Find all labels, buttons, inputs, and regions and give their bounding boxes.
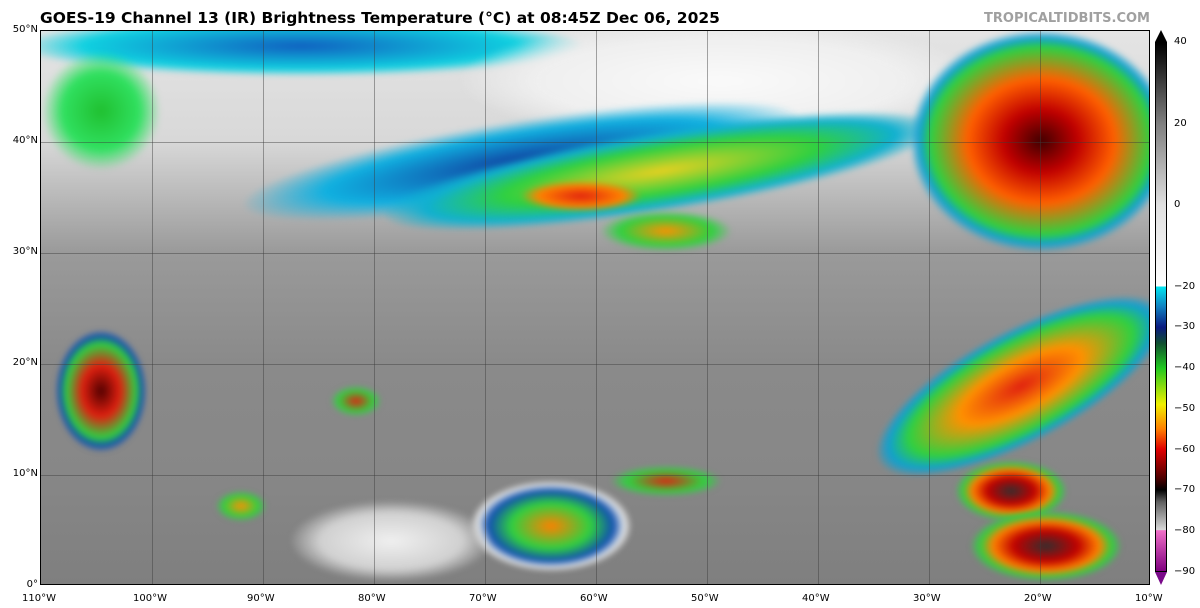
colorbar-tick-label: 0 bbox=[1174, 199, 1181, 211]
lon-label: 50°W bbox=[691, 593, 719, 604]
cloud-central-atlantic-small bbox=[611, 466, 721, 496]
cloud-south-america-convection bbox=[471, 481, 631, 571]
parallel-line bbox=[41, 253, 1149, 254]
colorbar bbox=[1155, 42, 1167, 572]
cloud-red-front-core bbox=[521, 181, 641, 211]
lat-label: 0° bbox=[26, 579, 38, 590]
colorbar-tick-label: −20 bbox=[1174, 280, 1196, 292]
colorbar-tick-label: −70 bbox=[1174, 484, 1196, 496]
lat-label: 20°N bbox=[12, 357, 38, 368]
meridian-line bbox=[929, 31, 930, 584]
map-title: GOES-19 Channel 13 (IR) Brightness Tempe… bbox=[40, 9, 720, 27]
lon-label: 100°W bbox=[133, 593, 167, 604]
lat-label: 40°N bbox=[12, 135, 38, 146]
meridian-line bbox=[374, 31, 375, 584]
colorbar-tick-label: −90 bbox=[1174, 566, 1196, 577]
lon-label: 90°W bbox=[247, 593, 275, 604]
lon-label: 70°W bbox=[469, 593, 497, 604]
lat-label: 50°N bbox=[12, 24, 38, 35]
lat-label: 10°N bbox=[12, 468, 38, 479]
lon-label: 40°W bbox=[802, 593, 830, 604]
cloud-mexico-convection bbox=[56, 331, 146, 451]
brand-watermark: TROPICALTIDBITS.COM bbox=[984, 11, 1150, 26]
lon-label: 80°W bbox=[358, 593, 386, 604]
meridian-line bbox=[263, 31, 264, 584]
parallel-line bbox=[41, 475, 1149, 476]
cloud-caribbean-small bbox=[331, 386, 381, 416]
colorbar-tick-label: 40 bbox=[1174, 36, 1187, 47]
cloud-pacific-small bbox=[216, 491, 266, 521]
parallel-line bbox=[41, 364, 1149, 365]
meridian-line bbox=[1040, 31, 1041, 584]
meridian-line bbox=[596, 31, 597, 584]
cloud-itcz-storm-2 bbox=[971, 511, 1121, 581]
lon-label: 10°W bbox=[1135, 593, 1163, 604]
colorbar-tick-label: −40 bbox=[1174, 362, 1196, 374]
colorbar-max-arrow bbox=[1155, 30, 1167, 42]
cloud-storm-northeast-atlantic bbox=[911, 31, 1149, 251]
lon-label: 110°W bbox=[22, 593, 56, 604]
cloud-front-tail bbox=[601, 211, 731, 251]
lon-label: 60°W bbox=[580, 593, 608, 604]
lat-label: 30°N bbox=[12, 246, 38, 257]
colorbar-tick-label: 20 bbox=[1174, 117, 1187, 129]
lon-label: 30°W bbox=[913, 593, 941, 604]
colorbar-tick-label: −50 bbox=[1174, 402, 1196, 414]
meridian-line bbox=[152, 31, 153, 584]
meridian-line bbox=[707, 31, 708, 584]
meridian-line bbox=[818, 31, 819, 584]
meridian-line bbox=[485, 31, 486, 584]
lon-label: 20°W bbox=[1024, 593, 1052, 604]
colorbar-tick-label: −80 bbox=[1174, 525, 1196, 537]
colorbar-tick-label: −30 bbox=[1174, 321, 1196, 333]
colorbar-min-arrow bbox=[1155, 572, 1167, 585]
parallel-line bbox=[41, 142, 1149, 143]
colorbar-tick-label: −60 bbox=[1174, 443, 1196, 455]
ir-satellite-map bbox=[40, 30, 1150, 585]
cloud-green-great-lakes bbox=[41, 51, 161, 171]
cloud-white-panama bbox=[291, 501, 491, 581]
